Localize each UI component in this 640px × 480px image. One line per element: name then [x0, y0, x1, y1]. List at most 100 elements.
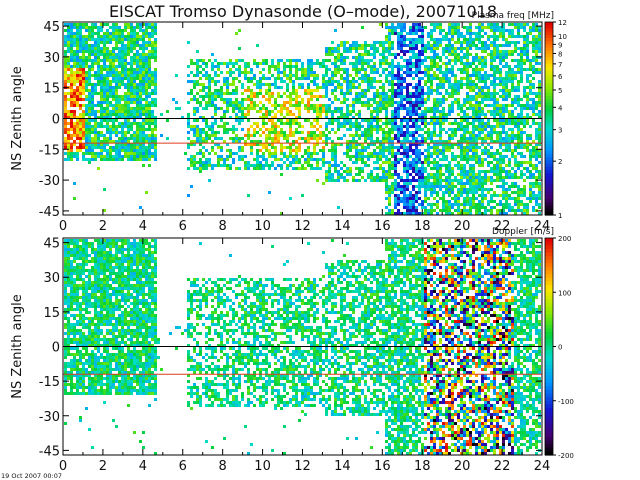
heatmap-cell: [109, 137, 112, 140]
heatmap-cell: [280, 71, 283, 74]
heatmap-cell: [430, 62, 433, 65]
heatmap-cell: [487, 95, 490, 98]
heatmap-cell: [91, 113, 94, 116]
heatmap-cell: [73, 92, 76, 95]
heatmap-cell: [472, 44, 475, 47]
heatmap-cell: [118, 29, 121, 32]
heatmap-cell: [472, 170, 475, 173]
heatmap-cell: [88, 47, 91, 50]
heatmap-cell: [340, 83, 343, 86]
heatmap-cell: [64, 29, 67, 32]
heatmap-cell: [67, 38, 70, 41]
heatmap-cell: [424, 44, 427, 47]
heatmap-cell: [394, 110, 397, 113]
heatmap-cell: [421, 122, 424, 125]
heatmap-cell: [421, 41, 424, 44]
heatmap-cell: [508, 65, 511, 68]
heatmap-cell: [115, 113, 118, 116]
heatmap-cell: [376, 101, 379, 104]
heatmap-cell: [211, 134, 214, 137]
heatmap-cell: [121, 146, 124, 149]
heatmap-cell: [367, 74, 370, 77]
heatmap-cell: [400, 41, 403, 44]
heatmap-cell: [328, 161, 331, 164]
heatmap-cell: [514, 107, 517, 110]
heatmap-cell: [361, 158, 364, 161]
heatmap-cell: [94, 83, 97, 86]
heatmap-cell: [496, 122, 499, 125]
heatmap-cell: [217, 158, 220, 161]
heatmap-cell: [457, 125, 460, 128]
heatmap-cell: [226, 107, 229, 110]
heatmap-cell: [226, 158, 229, 161]
heatmap-cell: [385, 119, 388, 122]
heatmap-cell: [466, 41, 469, 44]
heatmap-cell: [397, 176, 400, 179]
heatmap-cell: [139, 98, 142, 101]
heatmap-cell: [118, 101, 121, 104]
heatmap-cell: [301, 71, 304, 74]
heatmap-cell: [109, 41, 112, 44]
heatmap-cell: [187, 119, 190, 122]
heatmap-cell: [133, 62, 136, 65]
heatmap-cell: [76, 62, 79, 65]
heatmap-cell: [469, 98, 472, 101]
heatmap-cell: [79, 92, 82, 95]
heatmap-cell: [517, 23, 520, 26]
heatmap-cell: [235, 137, 238, 140]
heatmap-cell: [100, 71, 103, 74]
heatmap-cell: [418, 56, 421, 59]
heatmap-cell: [430, 161, 433, 164]
heatmap-cell: [136, 95, 139, 98]
heatmap-cell: [418, 149, 421, 152]
heatmap-cell: [220, 62, 223, 65]
heatmap-cell: [463, 182, 466, 185]
heatmap-cell: [136, 50, 139, 53]
heatmap-cell: [400, 200, 403, 203]
heatmap-cell: [379, 104, 382, 107]
heatmap-cell: [373, 53, 376, 56]
heatmap-cell: [391, 140, 394, 143]
heatmap-cell: [394, 113, 397, 116]
heatmap-cell: [205, 74, 208, 77]
heatmap-cell: [142, 92, 145, 95]
heatmap-cell: [391, 128, 394, 131]
heatmap-cell: [409, 119, 412, 122]
heatmap-cell: [445, 65, 448, 68]
heatmap-cell: [367, 86, 370, 89]
heatmap-cell: [355, 59, 358, 62]
heatmap-cell: [328, 170, 331, 173]
heatmap-cell: [343, 47, 346, 50]
heatmap-cell: [85, 152, 88, 155]
heatmap-cell: [211, 164, 214, 167]
heatmap-cell: [460, 59, 463, 62]
heatmap-cell: [496, 152, 499, 155]
heatmap-cell: [424, 113, 427, 116]
heatmap-cell: [241, 98, 244, 101]
heatmap-cell: [280, 77, 283, 80]
heatmap-cell: [286, 155, 289, 158]
heatmap-cell: [418, 128, 421, 131]
heatmap-cell: [415, 38, 418, 41]
heatmap-cell: [499, 95, 502, 98]
heatmap-cell: [451, 152, 454, 155]
heatmap-cell: [265, 98, 268, 101]
heatmap-cell: [391, 122, 394, 125]
heatmap-cell: [115, 32, 118, 35]
heatmap-cell: [403, 26, 406, 29]
heatmap-cell: [205, 65, 208, 68]
heatmap-cell: [511, 155, 514, 158]
heatmap-cell: [502, 32, 505, 35]
heatmap-cell: [493, 131, 496, 134]
heatmap-cell: [361, 176, 364, 179]
heatmap-cell: [331, 140, 334, 143]
heatmap-cell: [514, 182, 517, 185]
heatmap-cell: [448, 209, 451, 212]
heatmap-cell: [421, 200, 424, 203]
heatmap-cell: [100, 68, 103, 71]
heatmap-cell: [70, 68, 73, 71]
heatmap-cell: [70, 71, 73, 74]
heatmap-cell: [205, 119, 208, 122]
heatmap-cell: [238, 140, 241, 143]
heatmap-cell: [502, 179, 505, 182]
